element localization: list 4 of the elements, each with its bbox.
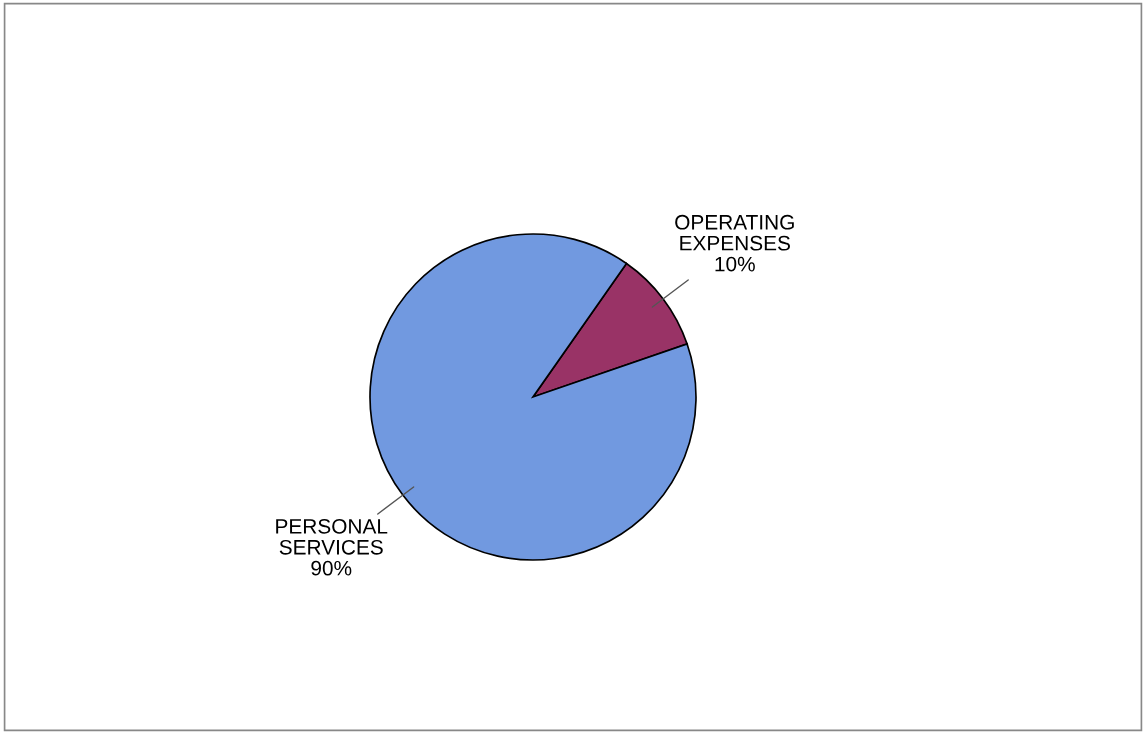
slice-label: OPERATING EXPENSES (675, 214, 794, 251)
data-label: 90% (311, 560, 352, 576)
data-label: 10% (715, 256, 755, 272)
slice-label: PERSONAL SERVICES (276, 518, 388, 555)
